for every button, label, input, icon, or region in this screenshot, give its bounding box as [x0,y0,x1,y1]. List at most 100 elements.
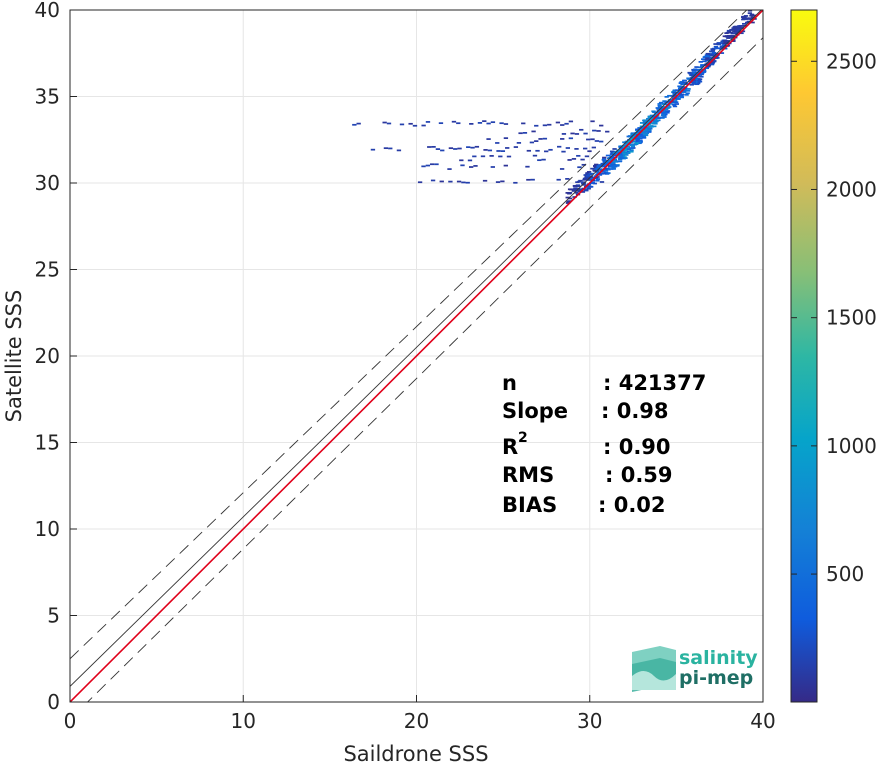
density-cell [526,178,531,181]
density-cell [594,163,599,166]
density-cell [662,111,667,114]
density-cell [609,150,615,153]
density-cell [518,132,523,135]
density-cell [724,32,729,34]
density-cell [634,137,640,140]
density-cell [647,116,653,118]
density-cell [739,32,744,35]
density-cell [713,45,719,48]
density-cell [421,124,426,127]
density-cell [599,140,604,143]
density-cell [477,122,483,124]
colorbar-tick-label: 1000 [826,434,877,458]
density-cell [751,7,755,9]
density-cell [603,169,609,172]
density-cell [630,143,635,146]
density-cell [585,172,590,174]
density-cell [530,178,535,181]
density-cell [698,61,703,63]
density-cell [503,123,509,125]
density-cell [586,171,592,173]
stat-n-label: n [502,371,517,395]
density-cell [570,132,575,135]
density-cell [732,30,737,33]
density-cell [466,146,471,149]
density-cell [567,191,573,194]
colorbar [790,9,818,703]
density-cell [456,180,462,183]
density-cell [605,160,610,163]
density-cell [576,185,581,188]
density-cell [356,122,361,125]
density-cell [700,72,705,75]
density-cell [682,88,687,91]
density-cell [652,125,657,128]
density-cell [664,108,669,111]
density-cell [716,47,721,50]
density-cell [421,165,426,168]
density-cell [417,181,423,184]
density-cell [590,177,595,180]
density-cell [693,78,698,81]
density-cell [590,181,595,183]
density-cell [575,187,581,190]
density-cell [661,113,666,115]
density-cell [564,122,569,125]
density-cell [675,89,680,92]
density-cell [576,154,581,157]
density-cell [594,140,600,142]
density-cell [574,148,579,150]
density-cell [590,120,595,123]
density-cell [565,178,570,180]
density-cell [681,90,687,93]
density-cell [483,149,488,151]
density-cell [717,42,722,44]
density-cell [480,155,486,158]
stat-bias-value: : 0.02 [598,493,666,517]
density-cell [649,114,655,117]
density-cell [602,160,607,162]
density-cell [599,124,604,127]
density-cell [622,146,627,148]
density-cell [465,181,470,184]
density-cell [682,79,687,82]
density-cell [622,141,627,144]
density-cell [482,120,487,123]
density-cell [618,147,624,150]
density-cell [661,102,667,105]
density-cell [589,185,594,188]
fit-line [70,10,763,702]
density-cell [627,139,632,141]
density-cell [386,122,392,125]
density-cell [460,164,465,167]
density-cell [701,70,706,72]
density-cell [430,179,436,182]
density-cell [624,148,629,151]
density-cell [674,101,679,104]
density-cell [587,173,592,176]
density-cell [647,131,652,133]
density-cell [425,121,431,123]
density-cell [686,88,691,90]
density-cell [592,182,597,185]
density-cell [567,159,572,161]
density-cell [618,153,623,156]
density-cell [605,130,610,133]
density-cell [597,174,603,176]
density-cell [461,181,466,184]
density-cell [612,148,617,150]
density-cell [665,111,670,114]
density-cell [644,132,649,135]
density-cell [667,94,672,97]
density-cell [503,137,509,140]
density-cell [600,162,605,165]
density-cell [388,147,393,150]
density-cell [626,148,632,151]
density-cell [673,100,678,102]
density-cell [613,160,618,163]
density-cell [706,65,711,68]
density-cell [431,145,436,148]
density-cell [637,127,642,129]
density-cell [468,166,474,168]
density-cell [656,108,661,110]
